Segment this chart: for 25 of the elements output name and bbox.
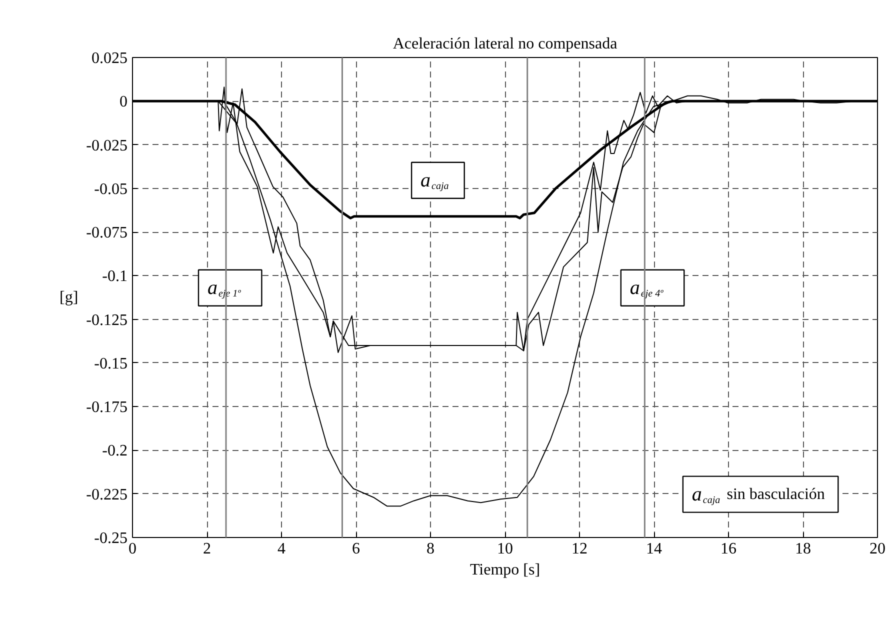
- y-tick-label: -0.125: [86, 312, 128, 329]
- y-tick-label: -0.1: [102, 268, 128, 286]
- x-tick-label: 4: [278, 540, 286, 558]
- y-tick-label: -0.225: [86, 486, 128, 504]
- y-tick-label: -0.25: [94, 530, 128, 547]
- y-tick-label: -0.15: [94, 355, 128, 372]
- y-tick-label: -0.05: [94, 180, 128, 198]
- x-tick-label: 18: [795, 540, 811, 558]
- x-tick-label: 16: [720, 540, 736, 558]
- y-tick-label: -0.025: [86, 137, 128, 154]
- y-tick-label: -0.2: [102, 442, 128, 460]
- chart-title: Aceleración lateral no compensada: [392, 36, 618, 52]
- x-axis-title: Tiempo [s]: [470, 562, 540, 578]
- y-tick-label: -0.175: [86, 399, 128, 416]
- y-tick-label: -0.075: [86, 224, 128, 242]
- y-tick-label: 0: [120, 94, 128, 111]
- y-tick-label: 0.025: [92, 50, 128, 67]
- x-tick-label: 2: [203, 540, 211, 558]
- x-tick-label: 8: [426, 540, 434, 558]
- x-tick-label: 20: [870, 540, 886, 558]
- y-axis-title: [g]: [60, 289, 78, 306]
- x-tick-label: 10: [497, 540, 513, 558]
- x-tick-label: 12: [572, 540, 588, 558]
- x-tick-label: 6: [352, 540, 360, 558]
- x-tick-label: 14: [646, 540, 662, 558]
